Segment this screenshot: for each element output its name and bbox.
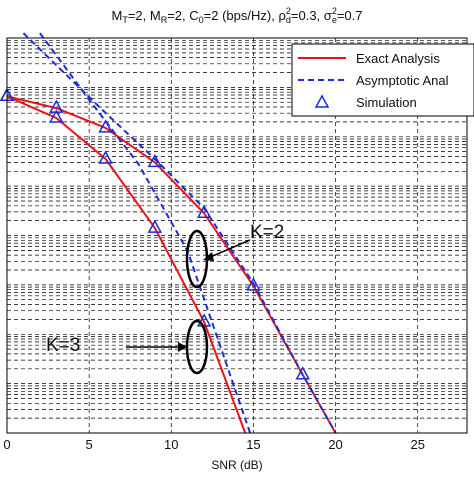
annotation-k3-label: K=3 bbox=[46, 335, 80, 356]
x-tick-label: 20 bbox=[328, 437, 342, 452]
simulation-marker bbox=[147, 219, 163, 233]
legend-label-asymptotic: Asymptotic Anal bbox=[356, 73, 449, 88]
exact-curve-k3 bbox=[6, 95, 247, 434]
annotation-k3: K=3 bbox=[46, 319, 209, 375]
legend-item-asymptotic: Asymptotic Anal bbox=[298, 73, 449, 88]
x-tick-label: 10 bbox=[164, 437, 178, 452]
legend: Exact Analysis Asymptotic Anal Simulatio… bbox=[291, 43, 474, 117]
legend-label-exact: Exact Analysis bbox=[356, 51, 440, 66]
x-tick-label: 0 bbox=[3, 437, 10, 452]
simulation-marker bbox=[98, 119, 113, 133]
annotation-k2-arrow bbox=[207, 239, 251, 259]
annotation-k2-arrowhead bbox=[203, 252, 214, 261]
series-layer bbox=[6, 32, 337, 434]
legend-item-simulation: Simulation bbox=[314, 94, 417, 110]
simulation-marker bbox=[147, 153, 163, 168]
x-tick-label: 25 bbox=[410, 437, 424, 452]
chart-title: MT=2, MR=2, C0=2 (bps/Hz), ρ2 d=0.3, σ2 e=… bbox=[111, 6, 362, 25]
legend-swatch-triangle bbox=[314, 94, 330, 108]
annotation-k2-label: K=2 bbox=[250, 222, 284, 243]
legend-item-exact: Exact Analysis bbox=[298, 51, 440, 66]
legend-label-simulation: Simulation bbox=[356, 95, 417, 110]
simulation-marker bbox=[196, 204, 212, 219]
simulation-marker bbox=[98, 150, 113, 164]
simulation-marker bbox=[49, 109, 64, 123]
x-tick-label: 15 bbox=[246, 437, 260, 452]
asymptotic-curve-k2 bbox=[22, 32, 337, 434]
plot-frame bbox=[6, 37, 468, 434]
asymptotic-curve-k3 bbox=[39, 32, 252, 434]
annotation-k3-arrowhead bbox=[178, 342, 187, 352]
x-axis-label: SNR (dB) bbox=[211, 458, 262, 472]
simulation-marker bbox=[246, 277, 261, 291]
simulation-markers bbox=[0, 87, 310, 380]
x-tick-labels: 0 5 10 15 20 25 bbox=[3, 437, 425, 452]
x-tick-label: 5 bbox=[86, 437, 93, 452]
simulation-marker bbox=[295, 366, 310, 380]
annotation-k2-ellipse bbox=[185, 229, 209, 289]
annotation-k3-ellipse bbox=[185, 319, 209, 375]
exact-curve-k2 bbox=[6, 95, 337, 434]
annotation-k2: K=2 bbox=[185, 222, 284, 289]
